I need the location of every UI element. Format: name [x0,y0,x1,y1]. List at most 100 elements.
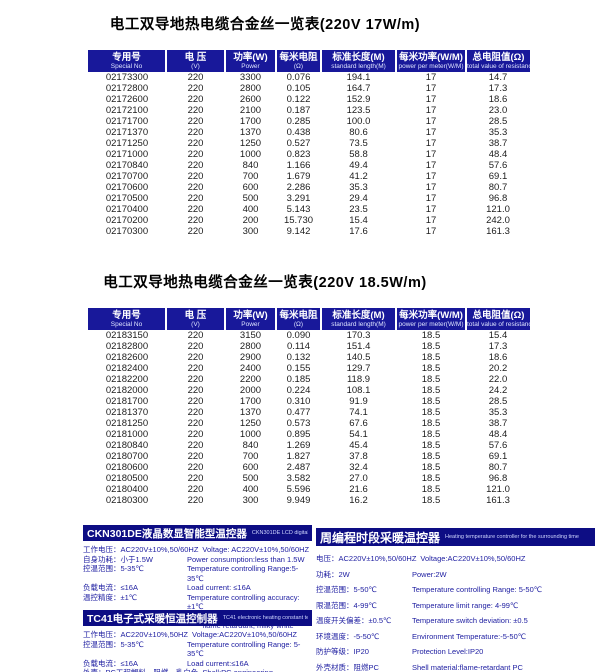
table-row: 02170200 220 200 15.730 15.4 17 242.0 [88,215,530,226]
cell-power-per-meter: 18.5 [421,495,441,506]
column-header-zh: 标准长度(M) [332,52,385,63]
cell-total-resistance: 69.1 [488,451,508,462]
table-row: 02183150 220 3150 0.090 170.3 18.5 15.4 [88,330,530,341]
table-body-17w: 02173300 220 3300 0.076 194.1 17 14.7 02… [88,72,530,237]
spec-label-zh: 外壳材质：阻燃PC [316,662,379,672]
cell-power-per-meter: 18.5 [421,385,441,396]
cell-standard-length: 35.3 [349,182,368,193]
cell-resistance-per-meter: 0.477 [286,407,311,418]
cell-resistance-per-meter: 9.949 [286,495,311,506]
table-row: 02171000 220 1000 0.823 58.8 17 48.4 [88,149,530,160]
column-header: 每米电阻 (Ω) [275,50,321,72]
spec-row: 防护等级：IP20 Protection Level:IP20 [316,647,595,656]
cell-voltage: 220 [187,374,204,385]
spec-label-en: Shell:PC engineering plastics,flame reta… [202,668,312,672]
cell-power: 500 [242,473,259,484]
cell-resistance-per-meter: 0.090 [286,330,311,341]
cell-power-per-meter: 18.5 [421,330,441,341]
cell-standard-length: 54.1 [349,429,368,440]
cell-power: 1370 [239,127,262,138]
cell-voltage: 220 [187,116,204,127]
spec-label-en: Temperature limit range: 4-99℃ [412,600,519,610]
cell-standard-length: 32.4 [349,462,368,473]
spec-label-en: Load current:≤16A [187,658,249,668]
cell-total-resistance: 38.7 [488,138,508,149]
spec-label-en: Power:2W [412,569,447,579]
cell-resistance-per-meter: 1.679 [286,171,311,182]
column-header-zh: 每米电阻 [279,52,318,63]
cell-power-per-meter: 18.5 [421,440,441,451]
cell-standard-length: 73.5 [349,138,368,149]
spec-row: 负载电流：≤16A Load current: ≤16A [83,583,312,593]
cell-voltage: 220 [187,182,204,193]
cell-voltage: 220 [187,193,204,204]
column-header-en: Power [241,63,260,70]
cell-voltage: 220 [187,363,204,374]
table-row: 02182000 220 2000 0.224 108.1 18.5 24.2 [88,385,530,396]
cell-resistance-per-meter: 0.105 [286,83,311,94]
column-header: 每米功率(W/M) power per meter(W/M) [395,50,466,72]
spec-label-zh: 负载电流：≤16A [83,658,138,668]
table-row: 02170400 220 400 5.143 23.5 17 121.0 [88,204,530,215]
column-header: 专用号 Special No [88,308,166,330]
cell-power: 400 [242,484,259,495]
cell-power: 840 [242,440,259,451]
cell-standard-length: 100.0 [346,116,371,127]
column-header-zh: 每米功率(W/M) [399,310,463,321]
table-row: 02180700 220 700 1.827 37.8 18.5 69.1 [88,451,530,462]
cell-special-no: 02180840 [105,440,149,451]
cell-power-per-meter: 18.5 [421,462,441,473]
cell-power-per-meter: 18.5 [421,341,441,352]
cell-power-per-meter: 17 [425,138,437,149]
spec-label-en: Temperature controlling accuracy: ±1℃ [187,592,300,612]
cell-power: 1000 [239,149,262,160]
cell-special-no: 02171370 [105,127,149,138]
cell-standard-length: 108.1 [346,385,371,396]
cell-special-no: 02182800 [105,341,149,352]
cell-total-resistance: 96.8 [488,473,508,484]
cell-resistance-per-meter: 0.224 [286,385,311,396]
spec-row: 控温范围：5-35℃ Temperature controlling Range… [83,640,312,659]
cell-power-per-meter: 17 [425,149,437,160]
cell-total-resistance: 18.6 [488,94,508,105]
cell-power-per-meter: 17 [425,83,437,94]
cell-power: 2600 [239,94,262,105]
cell-power-per-meter: 17 [425,226,437,237]
cell-standard-length: 37.8 [349,451,368,462]
cell-total-resistance: 14.7 [488,72,508,83]
column-header-en: standard length(M) [331,63,386,70]
table-row: 02173300 220 3300 0.076 194.1 17 14.7 [88,72,530,83]
table-title-17w: 电工双导地热电缆合金丝一览表(220V 17W/m) [109,17,421,33]
box-title-zh: TC41电子式采暖恒温控制器 [87,612,218,625]
controller-box-weekly-programmable: 周编程时段采暖温控器 Heating temperature controlle… [316,528,595,672]
cell-voltage: 220 [187,105,204,116]
cell-standard-length: 170.3 [346,330,371,341]
column-header-zh: 专用号 [112,52,141,63]
table-row: 02172800 220 2800 0.105 164.7 17 17.3 [88,83,530,94]
cell-special-no: 02180300 [105,495,149,506]
cell-resistance-per-meter: 1.166 [286,160,311,171]
spec-label-en: Shell material:flame-retardant PC [412,662,523,672]
cell-power-per-meter: 17 [425,215,437,226]
cell-power: 3300 [239,72,262,83]
cell-resistance-per-meter: 0.155 [286,363,311,374]
spec-label-en: Load current: ≤16A [187,583,251,592]
column-header: 电 压 (V) [165,308,225,330]
cell-voltage: 220 [187,484,204,495]
box-title-en: Heating temperature controller for the s… [445,534,579,540]
header-row: 专用号 Special No 电 压 (V) 功率(W) Power [88,50,530,72]
spec-label-zh: 控温范围：5-50℃ [316,585,377,594]
spec-row: 工作电压：AC220V±10%,50/60HZ Voltage: AC220V±… [83,545,312,555]
cell-special-no: 02182200 [105,374,149,385]
spec-label-en: Temperature controlling Range: 5-35℃ [187,639,301,659]
cell-resistance-per-meter: 9.142 [286,226,311,237]
cell-power: 2100 [239,105,262,116]
cell-special-no: 02171700 [105,116,149,127]
spec-row: 工作电压：AC220V±10%,50HZ Voltage:AC220V±10%,… [83,630,312,640]
table-row: 02181250 220 1250 0.573 67.6 18.5 38.7 [88,418,530,429]
column-header-zh: 标准长度(M) [332,310,385,321]
table-row: 02170600 220 600 2.286 35.3 17 80.7 [88,182,530,193]
cell-total-resistance: 35.3 [488,407,508,418]
column-header-en: (V) [191,63,200,70]
